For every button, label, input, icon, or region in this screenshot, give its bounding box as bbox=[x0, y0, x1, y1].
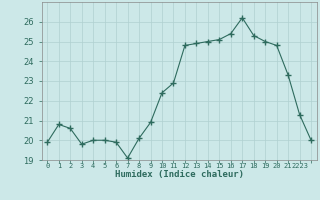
X-axis label: Humidex (Indice chaleur): Humidex (Indice chaleur) bbox=[115, 170, 244, 179]
